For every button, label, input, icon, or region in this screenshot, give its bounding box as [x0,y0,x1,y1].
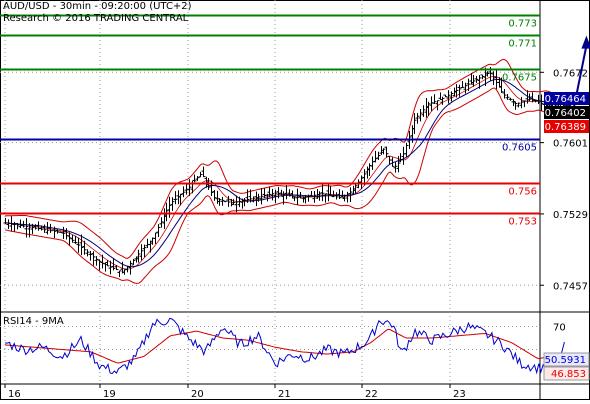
bollinger-middle-band [4,75,569,270]
moving-average-line [4,79,569,268]
price-marker-box [544,120,589,133]
rsi-value-box [543,366,590,381]
level-label-pivot: 0.7605 [502,143,537,154]
rsi-value-box [543,352,590,367]
price-marker-label: 0.76389 [545,122,586,133]
date-tick-label: 19 [103,389,116,400]
date-tick-label: 23 [453,389,466,400]
level-label-resistance: 0.773 [508,19,537,30]
date-tick-label: 22 [365,389,378,400]
date-tick-label: 20 [191,389,204,400]
bollinger-lower-band [4,87,569,284]
level-label-resistance: 0.771 [508,39,537,50]
rsi-value-label: 46.853 [551,369,586,380]
level-label-support: 0.756 [508,187,537,198]
rsi-line [4,317,565,375]
price-marker-label: 0.76402 [545,108,586,119]
chart-title: AUD/USD - 30min - 09:20:00 (UTC+2) [3,1,192,12]
price-tick-label: 0.7529 [553,210,588,221]
rsi-title: RSI14 - 9MA [3,316,64,327]
date-tick-label: 16 [8,389,21,400]
level-label-resistance: 0.7675 [502,73,537,84]
price-tick-label: 0.7601 [553,139,588,150]
forecast-arrow-head [581,35,590,49]
rsi-value-label: 50.5931 [545,355,586,366]
price-marker-box [544,106,589,119]
chart-copyright: Research © 2016 TRADING CENTRAL [3,13,189,24]
price-tick-label: 0.7672 [553,68,588,79]
rsi-signal-line [4,328,565,364]
price-marker-label: 0.76464 [545,94,586,105]
rsi-tick-label: 70 [553,323,566,334]
level-label-support: 0.753 [508,217,537,228]
price-tick-label: 0.7457 [553,281,588,292]
date-tick-label: 21 [278,389,291,400]
price-marker-box [544,92,589,105]
bollinger-upper-band [4,58,569,259]
